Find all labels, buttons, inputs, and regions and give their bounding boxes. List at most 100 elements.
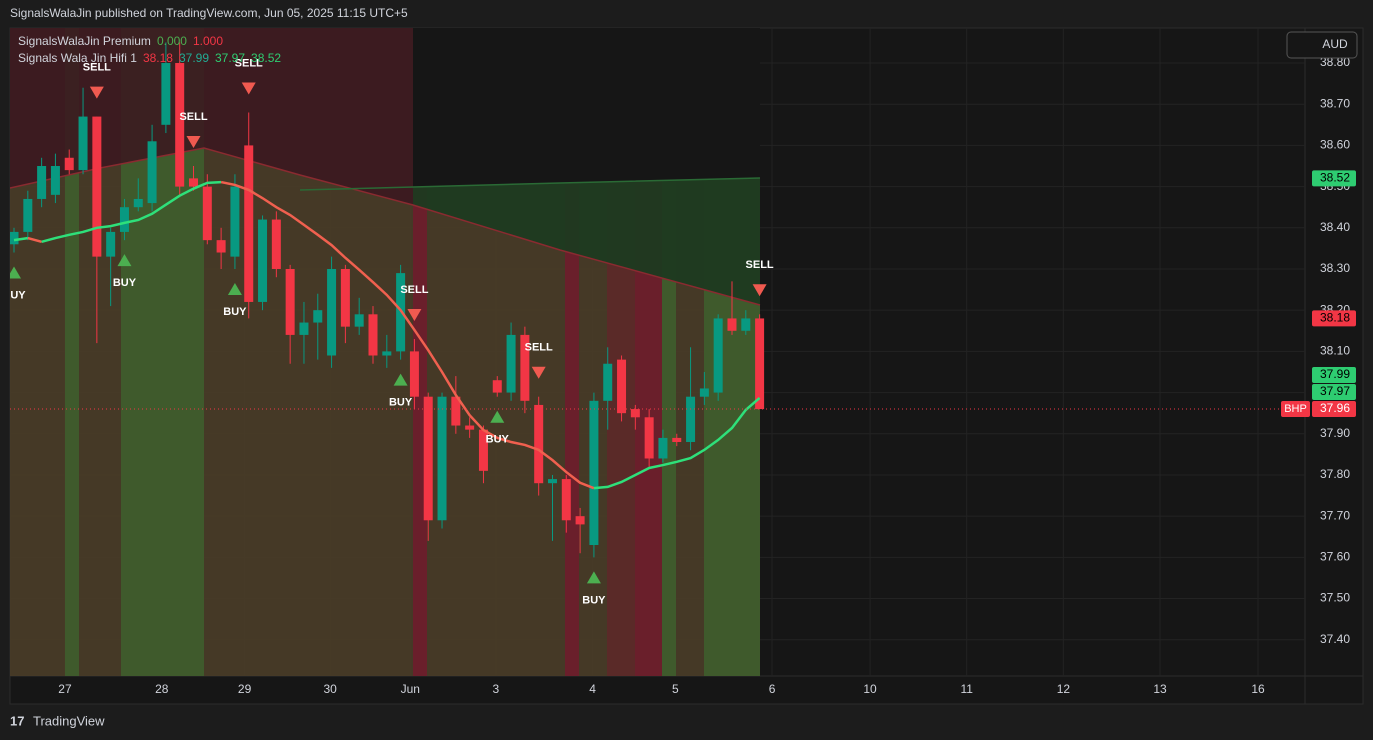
candle-body [672, 437, 682, 443]
y-tick-label: 38.60 [1320, 138, 1350, 152]
signal-label: BUY [582, 594, 606, 606]
buy-marker [117, 254, 132, 267]
candle-body [10, 231, 19, 245]
candle-body [23, 198, 33, 232]
cloud-red [10, 28, 413, 205]
candle-body [630, 409, 640, 418]
sell-marker [186, 136, 201, 149]
plot: BUY SELL BUY SELL BUY SELL BUY SELL BUY SELL BUY SE… [2, 42, 1305, 606]
trend-line [27, 236, 42, 244]
y-tick-label: 37.60 [1320, 550, 1350, 564]
legend-value: 0.000 [157, 34, 187, 48]
candle-body [271, 219, 281, 269]
symbol-tag [1281, 401, 1310, 418]
candle-body [133, 198, 143, 208]
x-tick-label: 11 [960, 682, 973, 696]
candle-body [699, 388, 709, 397]
signal-label: BUY [223, 306, 247, 318]
signal-label: SELL [83, 61, 111, 73]
candle-body [78, 116, 88, 171]
price-tag-label: 37.97 [1320, 384, 1350, 398]
x-tick-label: 6 [769, 682, 776, 696]
candle-body [741, 318, 751, 331]
x-tick-label: 29 [238, 682, 252, 696]
candle-body [603, 363, 613, 401]
candle-body [727, 318, 737, 331]
candle-body [437, 396, 447, 521]
x-tick-label: Jun [401, 682, 420, 696]
candle-body [354, 314, 364, 327]
signal-label: SELL [179, 111, 207, 123]
candle-body [340, 268, 350, 327]
x-tick-label: 28 [155, 682, 169, 696]
legend-value: 38.52 [251, 51, 281, 65]
signal-label: BUY [2, 289, 26, 301]
sell-marker [531, 366, 546, 379]
x-tick-label: 12 [1057, 682, 1071, 696]
candle-body [244, 145, 254, 302]
candle-body [119, 207, 129, 232]
indicator-background [10, 28, 761, 676]
candle-body [92, 116, 102, 257]
price-tag-label: 38.18 [1320, 311, 1350, 325]
candle-body [658, 437, 668, 459]
y-tick-label: 37.90 [1320, 426, 1350, 440]
trend-line [593, 396, 761, 490]
legend-name: SignalsWalaJin Premium [18, 34, 151, 48]
y-tick-label: 38.30 [1320, 261, 1350, 275]
buy-marker [227, 282, 242, 295]
candle-body [713, 318, 723, 393]
currency-button[interactable] [1286, 31, 1358, 59]
candle-body [299, 322, 309, 335]
logo-icon: 17 [10, 713, 24, 728]
candle-body [465, 425, 475, 430]
x-tick-label: 13 [1153, 682, 1167, 696]
cloud-green [413, 178, 760, 305]
brand-logo: 17 TradingView [10, 713, 105, 728]
price-tag [1312, 384, 1356, 401]
signal-label: SELL [235, 57, 263, 69]
candle-body [285, 268, 295, 335]
x-tick-label: 16 [1251, 682, 1265, 696]
candle-body [534, 404, 544, 484]
candle-body [409, 351, 419, 397]
y-tick-label: 38.70 [1320, 96, 1350, 110]
candle-body [644, 417, 654, 459]
candle-body [423, 396, 433, 521]
candle-body [37, 166, 47, 199]
candle-body [382, 351, 392, 356]
cloud-line [299, 177, 761, 191]
candle-body [106, 231, 116, 257]
candle-body [492, 380, 502, 393]
candle-body [368, 314, 378, 356]
buy-marker [586, 571, 601, 584]
x-tick-label: 30 [324, 682, 338, 696]
legend-value: 1.000 [193, 34, 223, 48]
candle-body [189, 178, 199, 187]
currency[interactable]: AUD [1322, 37, 1348, 51]
candle-body [520, 334, 530, 401]
y-tick-label: 38.40 [1320, 220, 1350, 234]
candle-body [50, 166, 60, 195]
candle-body [451, 396, 461, 426]
y-tick-label: 38.10 [1320, 344, 1350, 358]
legend-value: 37.97 [215, 51, 245, 65]
candle-body [327, 268, 337, 356]
candle-body [147, 141, 157, 204]
price-tag [1312, 401, 1356, 418]
candle-body [561, 479, 571, 521]
candle-body [506, 334, 516, 393]
trend-line [41, 180, 222, 244]
buy-marker [490, 410, 505, 423]
y-tick-label: 37.40 [1320, 632, 1350, 646]
candle-body [230, 186, 240, 257]
candle-body [216, 240, 226, 253]
signal-label: SELL [746, 259, 774, 271]
y-tick-label: 37.80 [1320, 467, 1350, 481]
signal-label: SELL [400, 284, 428, 296]
candle-body [589, 400, 599, 545]
legend-value: 37.99 [179, 51, 209, 65]
candle-body [547, 479, 557, 484]
price-tag [1312, 367, 1356, 384]
